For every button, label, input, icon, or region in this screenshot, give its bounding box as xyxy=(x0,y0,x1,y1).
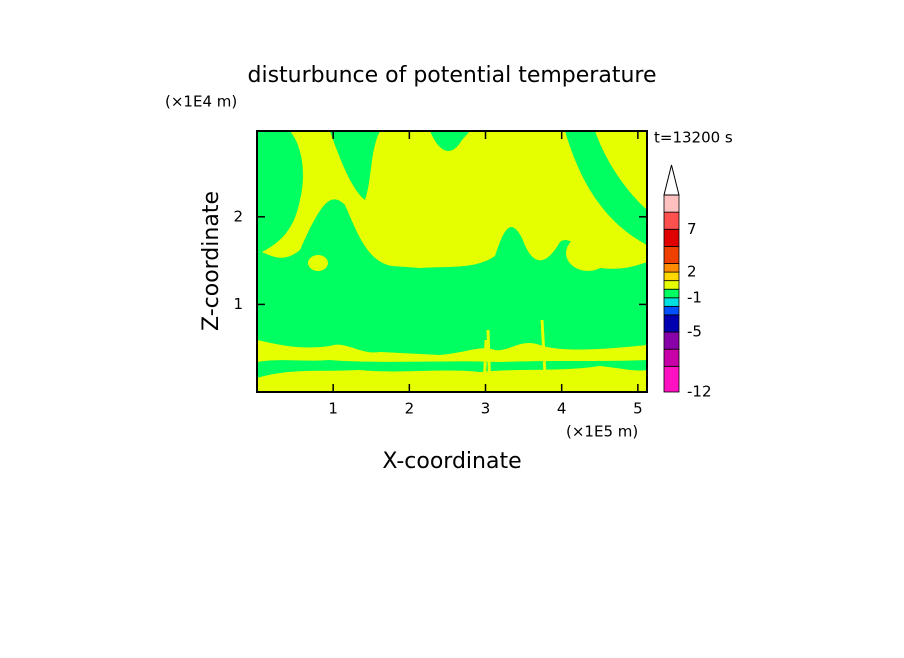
x-unit: (×1E5 m) xyxy=(566,423,638,441)
field-region xyxy=(566,235,610,271)
field-region xyxy=(430,131,470,151)
plot-frame xyxy=(256,130,648,393)
contour-field xyxy=(257,131,647,393)
field-region xyxy=(482,319,548,393)
colorbar-segment xyxy=(663,348,680,367)
x-tick-label: 3 xyxy=(481,400,491,418)
colorbar-label: -5 xyxy=(687,323,702,341)
x-tick-label: 2 xyxy=(405,400,415,418)
field-region xyxy=(330,131,380,200)
colorbar-segment xyxy=(663,314,680,333)
colorbar-segment xyxy=(663,288,680,299)
colorbar-label: -1 xyxy=(687,288,702,306)
colorbar-extend xyxy=(663,164,680,196)
colorbar-segment xyxy=(663,228,680,247)
x-axis-label: X-coordinate xyxy=(382,449,521,474)
colorbar-segment xyxy=(663,280,680,290)
field-region xyxy=(257,340,647,362)
field-region xyxy=(257,366,647,390)
y-tick-label: 1 xyxy=(233,295,243,313)
x-tick-label: 5 xyxy=(633,400,643,418)
colorbar-segment xyxy=(663,331,680,350)
colorbar-segment xyxy=(663,297,680,307)
y-axis-label: Z-coordinate xyxy=(199,191,224,331)
colorbar-segment xyxy=(663,194,680,213)
colorbar-label: -12 xyxy=(687,383,712,401)
colorbar-segment xyxy=(663,263,680,273)
x-tick-label: 1 xyxy=(328,400,338,418)
colorbar-segment xyxy=(663,211,680,230)
x-tick-label: 4 xyxy=(557,400,567,418)
time-label: t=13200 s xyxy=(654,129,733,147)
field-region xyxy=(257,131,647,390)
field-region xyxy=(308,255,328,271)
colorbar-segment xyxy=(663,271,680,282)
field-region xyxy=(565,131,647,245)
y-tick-label: 2 xyxy=(233,207,243,225)
colorbar-segment xyxy=(663,365,680,393)
colorbar-label: 7 xyxy=(687,220,697,238)
colorbar-segment xyxy=(663,245,680,264)
y-unit: (×1E4 m) xyxy=(165,93,237,111)
chart-title: disturbunce of potential temperature xyxy=(248,63,657,88)
colorbar-label: 2 xyxy=(687,263,697,281)
colorbar-segment xyxy=(663,305,680,316)
